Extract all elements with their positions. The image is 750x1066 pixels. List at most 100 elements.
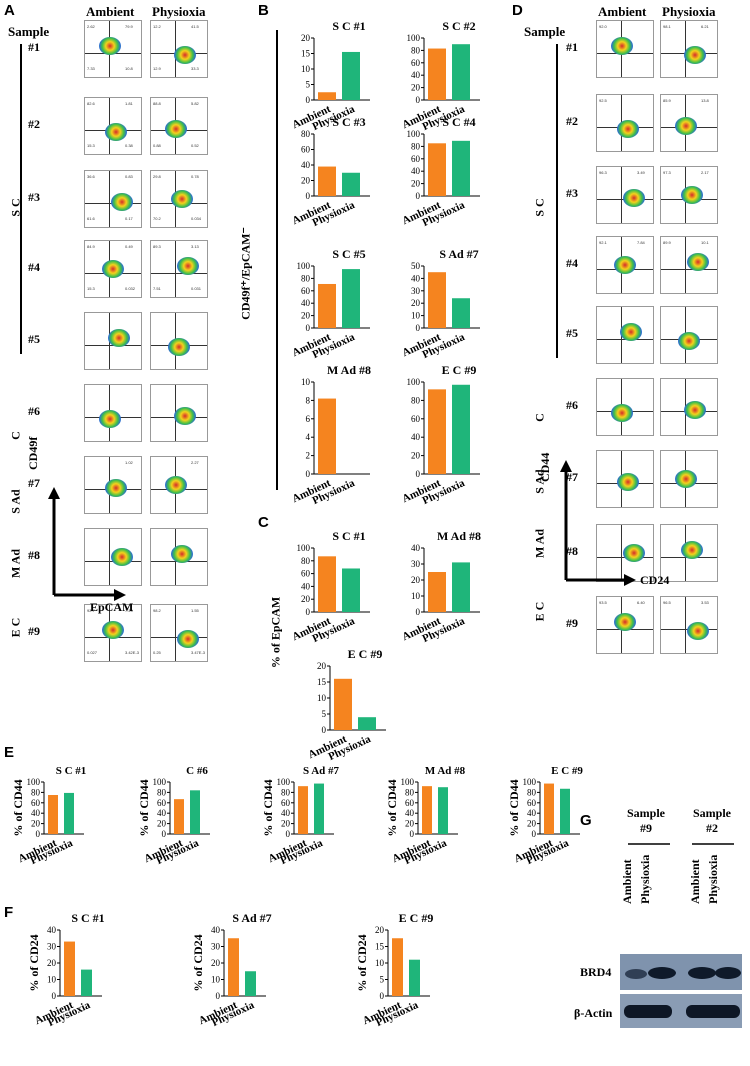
flow-plot-amb: 96.3 3.49 [596,166,654,224]
flow-plot-phy [150,528,208,586]
cell-density [111,548,133,566]
quadrant-value: 3.47E-3 [191,650,206,655]
cell-density [687,622,709,640]
flow-plot-phy: 2.27 [150,456,208,514]
y-tick-label: 40 [281,808,291,818]
y-tick-label: 60 [157,798,167,808]
quadrant-value: 29.8 [153,174,161,179]
bar-ambient [228,938,239,996]
y-tick-label: 60 [405,798,415,808]
chart-title: S C #1 [332,19,365,33]
cell-density [168,338,190,356]
chart-y-axis-label: % of CD44 [261,779,275,836]
sample-label: #7 [28,476,40,490]
y-tick-label: 40 [31,808,41,818]
y-tick-label: 0 [306,607,311,617]
panel-a-col-ambient: Ambient [86,4,135,19]
gate-line [109,529,110,585]
quadrant-value: 13.8 [701,98,709,103]
bar-physioxia [452,384,470,474]
y-tick-label: 20 [47,958,57,968]
panel-d-sample-header: Sample [524,24,566,39]
bar-physioxia [342,269,360,328]
flow-plot-phy: 29.8 0.78 70.2 0.034 [150,170,208,228]
y-tick-label: 60 [281,798,291,808]
quadrant-value: 92.5 [599,98,607,103]
panel-g-blot-brd4 [620,954,742,990]
y-tick-label: 10 [47,975,57,985]
gate-line [175,241,176,297]
y-tick-label: 100 [277,777,291,787]
cell-density [611,404,633,422]
flow-plot-phy [660,378,718,436]
y-tick-label: 15 [301,49,311,59]
chart-y-axis-label: % of CD24 [191,934,205,991]
quadrant-value: 0.17 [125,216,133,221]
chart-title: E C #9 [399,911,434,925]
y-tick-label: 0 [532,829,537,839]
y-tick-label: 20 [317,661,327,671]
quadrant-value: 92.7 [87,608,95,613]
y-tick-label: 60 [31,798,41,808]
sample-label: #8 [566,544,578,558]
chart-y-axis-label: % of CD44 [11,779,25,836]
bar-physioxia [81,969,92,996]
panel-a-sample-header: Sample [8,24,50,39]
y-tick-label: 0 [410,829,415,839]
y-tick-label: 20 [281,819,291,829]
chart-title: E C #9 [442,363,477,377]
y-tick-label: 20 [301,311,311,321]
y-tick-label: 20 [405,819,415,829]
y-tick-label: 100 [407,377,421,387]
sample-label: #2 [566,114,578,128]
y-tick-label: 20 [157,819,167,829]
quadrant-value: 7.51 [153,286,161,291]
chart-title: S C #1 [332,529,365,543]
y-tick-label: 40 [411,432,421,442]
cell-density [102,260,124,278]
y-tick-label: 20 [301,176,311,186]
y-tick-label: 40 [411,273,421,283]
bar-ambient [318,556,336,612]
cell-density [617,473,639,491]
chart-title: S C #4 [442,115,475,129]
quadrant-value: 1.02 [125,460,133,465]
quadrant-value: 93.5 [599,600,607,605]
quadrant-value: 7.29 [125,608,133,613]
panel-g-lane-sample-9: Sample #9 [626,806,665,835]
sample-label: #1 [28,40,40,54]
cell-density [177,257,199,275]
panel-a-axis-arrows [48,487,126,601]
chart-title: E C #9 [551,765,583,777]
cell-density [611,37,633,55]
y-tick-label: 80 [411,395,421,405]
quadrant-value: 15.3 [87,286,95,291]
quadrant-value: 7.33 [87,66,95,71]
quadrant-value: 98.2 [153,608,161,613]
y-tick-label: 0 [306,323,311,333]
bar-ambient [392,938,403,996]
quadrant-value: 0.25 [153,650,161,655]
quadrant-value: 0.49 [125,244,133,249]
y-tick-label: 80 [527,787,537,797]
chart-title: S C #1 [56,765,87,777]
quadrant-value: 96.5 [663,600,671,605]
y-tick-label: 100 [153,777,167,787]
y-tick-label: 40 [211,925,221,935]
y-tick-label: 0 [36,829,41,839]
quadrant-value: 96.3 [599,170,607,175]
quadrant-value: 98.1 [663,24,671,29]
y-tick-label: 80 [281,787,291,797]
y-tick-label: 20 [411,451,421,461]
cell-density [105,123,127,141]
chart-title: S C #2 [442,19,475,33]
chart-title: S Ad #7 [303,765,340,777]
sample-label: #9 [566,616,578,630]
y-tick-label: 15 [317,677,327,687]
bar-ambient [318,283,336,328]
cell-density [102,621,124,639]
y-tick-label: 0 [416,95,421,105]
y-tick-label: 80 [411,141,421,151]
quadrant-value: 3.49 [637,170,645,175]
flow-plot-amb: 1.02 [84,456,142,514]
